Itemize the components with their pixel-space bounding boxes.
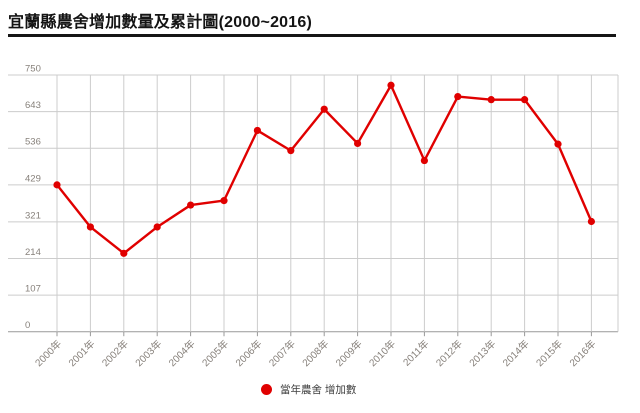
x-tick-label: 2014年	[500, 337, 532, 369]
data-point[interactable]	[86, 223, 94, 231]
data-point[interactable]	[387, 81, 395, 89]
x-tick-label: 2010年	[366, 337, 398, 369]
data-point[interactable]	[120, 249, 128, 257]
x-tick-label: 2007年	[266, 337, 298, 369]
x-tick-label: 2004年	[166, 337, 198, 369]
x-tick-label: 2013年	[466, 337, 498, 369]
data-point[interactable]	[354, 139, 362, 148]
y-tick-label: 107	[25, 284, 41, 295]
data-point[interactable]	[487, 96, 495, 104]
x-tick-label: 2016年	[567, 337, 599, 369]
data-point[interactable]	[521, 96, 529, 104]
x-tick-label: 2012年	[433, 337, 465, 369]
legend-series-dot-icon	[261, 384, 272, 395]
data-point[interactable]	[420, 156, 428, 165]
y-tick-label: 0	[25, 320, 30, 331]
y-tick-label: 643	[25, 100, 41, 111]
x-tick-label: 2002年	[99, 337, 131, 369]
x-tick-label: 2006年	[233, 337, 265, 369]
data-point[interactable]	[454, 92, 462, 101]
y-tick-label: 321	[25, 210, 41, 221]
y-tick-label: 214	[25, 247, 41, 258]
y-tick-label: 429	[25, 173, 41, 184]
x-tick-label: 2003年	[132, 337, 164, 369]
data-point[interactable]	[53, 181, 61, 189]
x-tick-label: 2005年	[199, 337, 231, 369]
data-point[interactable]	[320, 105, 328, 113]
data-point[interactable]	[187, 201, 195, 209]
data-point[interactable]	[253, 126, 261, 135]
x-tick-label: 2001年	[66, 337, 98, 369]
page-title: 宜蘭縣農舍增加數量及累計圖(2000~2016)	[8, 14, 312, 31]
y-tick-label: 536	[25, 137, 41, 148]
x-tick-label: 2011年	[400, 337, 431, 368]
data-point[interactable]	[554, 140, 562, 148]
x-tick-label: 2009年	[333, 337, 365, 369]
data-point[interactable]	[287, 147, 295, 155]
x-tick-label: 2008年	[299, 337, 331, 369]
data-point[interactable]	[153, 223, 161, 231]
data-point[interactable]	[587, 217, 596, 226]
data-point[interactable]	[220, 197, 228, 205]
x-tick-label: 2015年	[533, 337, 565, 369]
legend-item[interactable]: 當年農舍 增加數	[261, 382, 356, 397]
title-divider	[8, 34, 616, 37]
legend-series-label: 當年農舍 增加數	[280, 384, 357, 396]
y-tick-label: 750	[25, 64, 41, 75]
x-tick-label: 2000年	[32, 337, 64, 369]
